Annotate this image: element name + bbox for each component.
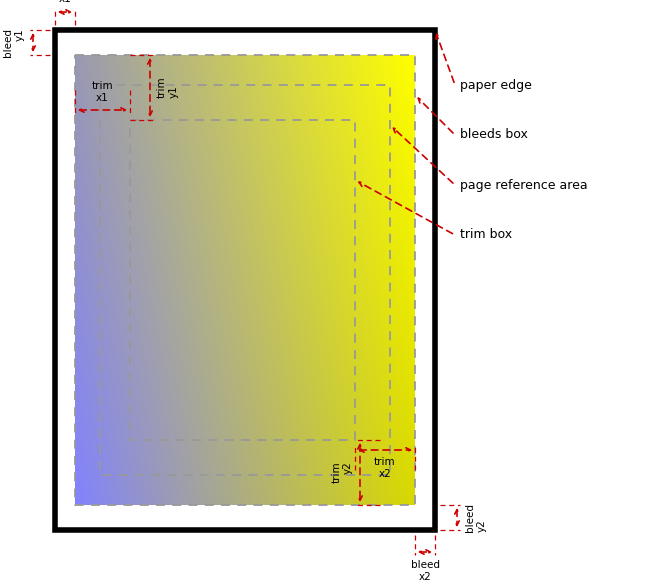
Text: bleed
y2: bleed y2 <box>465 503 486 532</box>
Text: bleed
y1: bleed y1 <box>3 28 25 57</box>
Text: paper edge: paper edge <box>460 79 532 91</box>
Text: trim
x2: trim x2 <box>374 457 396 479</box>
Text: bleed
x1: bleed x1 <box>50 0 79 4</box>
Bar <box>55 30 435 530</box>
Text: trim
x1: trim x1 <box>92 81 113 103</box>
Text: trim
y1: trim y1 <box>157 77 178 98</box>
Bar <box>130 120 355 440</box>
Bar <box>100 85 390 475</box>
Text: trim box: trim box <box>460 229 512 241</box>
Text: page reference area: page reference area <box>460 179 588 192</box>
Text: trim
y2: trim y2 <box>331 462 353 483</box>
Text: bleeds box: bleeds box <box>460 128 528 141</box>
Text: bleed
x2: bleed x2 <box>410 560 440 581</box>
Bar <box>75 55 415 505</box>
